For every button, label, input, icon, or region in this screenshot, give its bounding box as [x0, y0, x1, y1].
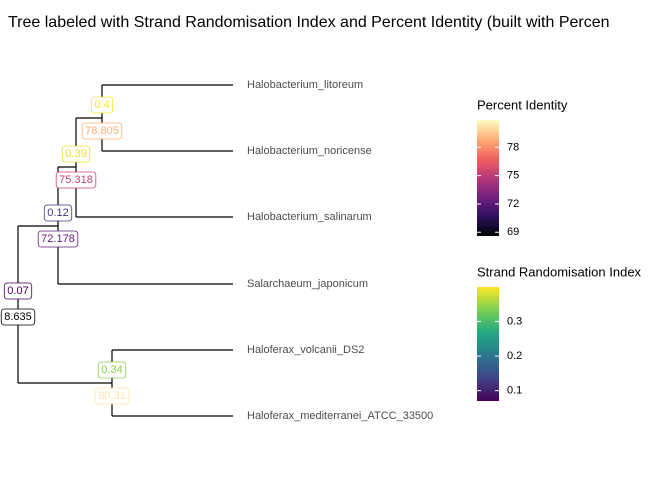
- colorbar: [477, 287, 499, 401]
- node-label: 75.318: [55, 171, 97, 189]
- tip-label: Halobacterium_litoreum: [247, 79, 363, 91]
- label-box: [43, 204, 73, 222]
- node-value: 72.178: [41, 233, 75, 245]
- node-label: 0.39: [61, 145, 91, 163]
- label-box: [3, 282, 33, 300]
- legend-title: Percent Identity: [477, 97, 568, 112]
- node-label: 0.12: [43, 204, 73, 222]
- node-value: 0.4: [94, 99, 109, 111]
- node-value: 75.318: [59, 174, 93, 186]
- node-value: 0.07: [7, 285, 28, 297]
- tick-label: 69: [507, 226, 519, 238]
- label-box: [97, 361, 127, 379]
- node-value: 0.12: [47, 207, 68, 219]
- branches: [17, 84, 233, 417]
- label-box: [37, 230, 79, 248]
- tip-label: Salarchaeum_japonicum: [247, 278, 368, 290]
- tick-label: 0.2: [507, 350, 522, 362]
- label-box: [90, 96, 114, 114]
- node-label: 8.635: [0, 308, 36, 326]
- legend-title: Strand Randomisation Index: [477, 264, 642, 279]
- label-box: [81, 122, 123, 140]
- colorbar: [477, 120, 499, 236]
- node-value: 8.635: [4, 311, 32, 323]
- node-value: 0.39: [65, 148, 86, 160]
- node-value: 0.34: [101, 364, 122, 376]
- node-value: 80.31: [98, 390, 126, 402]
- label-box: [94, 387, 130, 405]
- tick-label: 0.1: [507, 385, 522, 397]
- node-label: 0.34: [97, 361, 127, 379]
- tick-label: 75: [507, 170, 519, 182]
- tip-label: Haloferax_volcanii_DS2: [247, 344, 364, 356]
- tick-label: 78: [507, 141, 519, 153]
- node-label: 0.4: [90, 96, 114, 114]
- tick-label: 0.3: [507, 315, 522, 327]
- tip-label: Halobacterium_salinarum: [247, 211, 372, 223]
- tree-edges: [17, 84, 233, 417]
- label-box: [0, 308, 36, 326]
- chart-title: Tree labeled with Strand Randomisation I…: [8, 14, 610, 31]
- tick-label: 72: [507, 198, 519, 210]
- tip-label: Haloferax_mediterranei_ATCC_33500: [247, 410, 433, 422]
- label-box: [61, 145, 91, 163]
- node-label: 0.07: [3, 282, 33, 300]
- label-box: [55, 171, 97, 189]
- node-value: 78.805: [85, 125, 119, 137]
- node-label: 80.31: [94, 387, 130, 405]
- node-label: 78.805: [81, 122, 123, 140]
- tip-label: Halobacterium_noricense: [247, 145, 372, 157]
- node-label: 72.178: [37, 230, 79, 248]
